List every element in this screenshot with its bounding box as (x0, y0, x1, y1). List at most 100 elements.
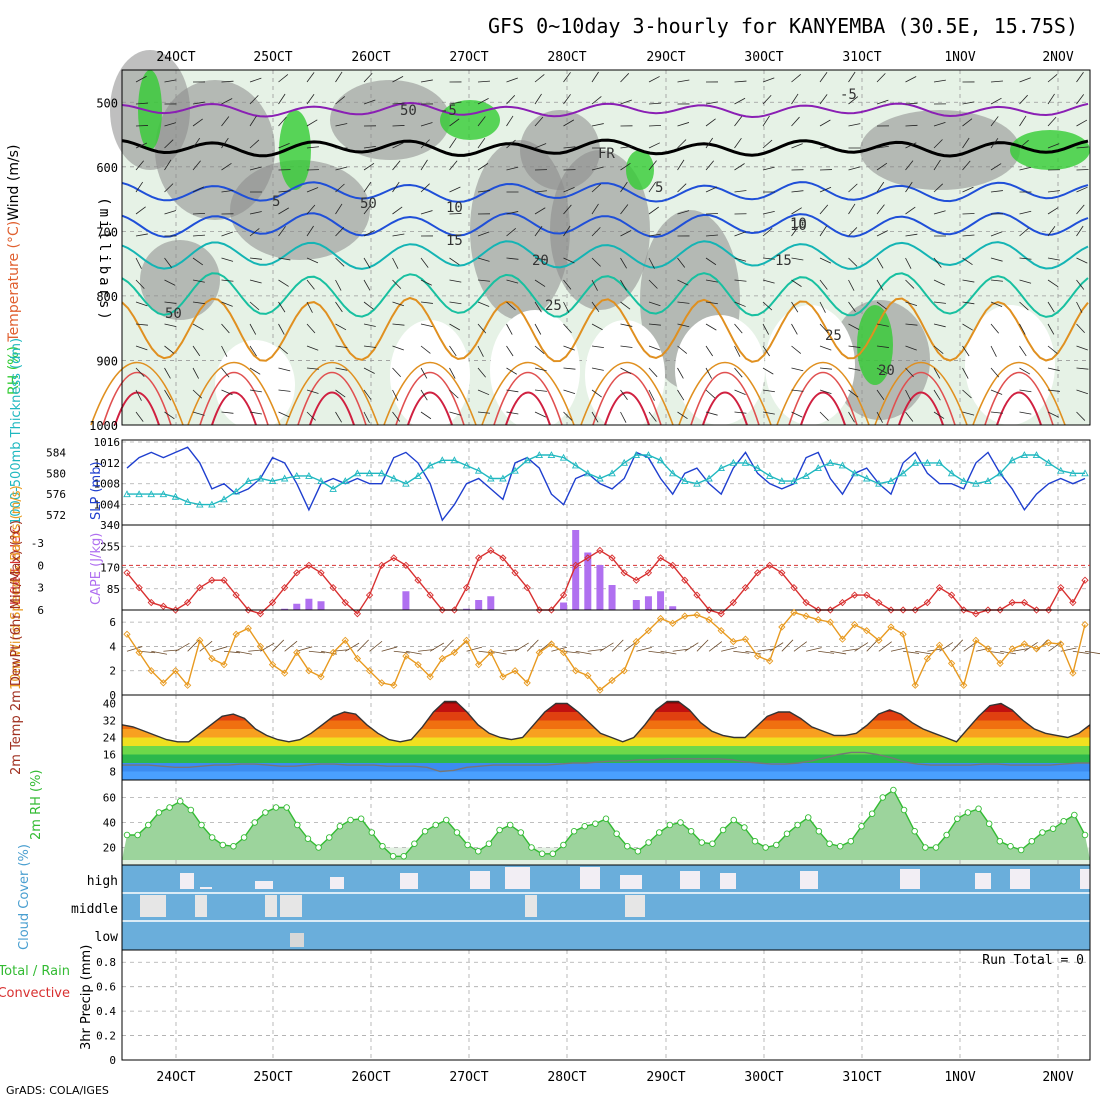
wind-barb (677, 210, 690, 215)
wind-barb (620, 181, 628, 193)
x-tick-label-bottom: 28OCT (547, 1070, 586, 1085)
wind-barb (1019, 411, 1032, 415)
wind-speed-point (511, 667, 519, 675)
wind-speed-point (414, 661, 422, 669)
wind-barb (819, 367, 832, 370)
wind-barb (1076, 367, 1089, 370)
rh2m-point (315, 844, 322, 851)
wind-barb (392, 102, 405, 105)
wind-barb (905, 257, 912, 269)
wind-barb (848, 71, 856, 83)
wind-barb (677, 301, 690, 304)
wind-speed-point (365, 667, 374, 675)
wind-barb (563, 204, 572, 215)
wind-barb (648, 345, 661, 351)
wind-barb (705, 137, 714, 149)
wind-barb (620, 345, 633, 348)
thickness-point (911, 458, 919, 466)
wind-barb (369, 640, 383, 652)
cape-bar (463, 608, 471, 610)
wind-speed-point (705, 616, 713, 624)
rh2m-point (943, 831, 950, 839)
precip-tick-label: 0 (109, 1054, 116, 1067)
wind-barb (866, 639, 879, 652)
li-tick-label: 6 (37, 604, 44, 617)
wind-barb (587, 648, 604, 652)
wind-speed-point (790, 608, 798, 617)
cloud-clear-cell (200, 887, 212, 889)
wind-barb (164, 323, 177, 327)
wind-barb (164, 367, 171, 379)
cloud-middle-cell (625, 895, 645, 917)
wind-barb (975, 647, 992, 652)
wind-barb (1076, 279, 1085, 290)
wind-barb (677, 411, 688, 419)
x-tick-label-bottom: 27OCT (449, 1070, 488, 1085)
wind-barb (791, 367, 804, 372)
wind-barb (221, 162, 232, 171)
lifted-index-point (1057, 584, 1065, 592)
wind-speed-point (341, 636, 349, 644)
rh2m-point (304, 835, 312, 843)
wind-barb (1047, 367, 1060, 372)
thickness-point (850, 469, 859, 477)
wind-barb (793, 641, 807, 652)
rh2m-point (985, 820, 993, 828)
wind-barb (611, 639, 624, 652)
thickness-point (656, 456, 665, 464)
rh2m-point (528, 844, 535, 851)
wind-barb (449, 279, 462, 283)
wind-barb (449, 257, 460, 266)
wind-barb (1047, 279, 1059, 288)
warm-contour-arc (580, 361, 674, 426)
wind-barb (135, 75, 147, 83)
rh2m-point (826, 840, 833, 848)
wind-barb (420, 279, 432, 286)
wind-barb (636, 646, 652, 652)
x-tick-label-bottom: 25OCT (253, 1070, 292, 1085)
wind-barb (1047, 323, 1055, 335)
slp-line (126, 446, 1086, 522)
wind-barb (192, 101, 205, 105)
wind-barb (420, 210, 433, 215)
thickness-point (923, 458, 932, 466)
thickness-point (838, 461, 847, 469)
wind-barb (363, 323, 376, 327)
lifted-index-point (305, 561, 313, 569)
thickness-point (438, 456, 447, 464)
wind-barb (962, 234, 975, 237)
wind-barb (734, 137, 742, 149)
lifted-index-point (875, 598, 883, 607)
cape-bar (608, 585, 616, 610)
wind-speed-point (135, 648, 143, 657)
wind-barb (705, 186, 718, 193)
temperature-contour (121, 272, 1089, 318)
wind-barb (1076, 345, 1088, 351)
thickness-point (814, 464, 822, 472)
wind-barb (526, 639, 539, 652)
wind-barb (192, 301, 205, 305)
rh-gray-patch (140, 240, 220, 320)
wind-tick-label: 2 (109, 665, 116, 678)
wind-barb (677, 159, 685, 171)
rh2m-point (964, 809, 972, 816)
wind-barb (534, 279, 546, 287)
thickness-point (305, 471, 313, 479)
wind-barb (819, 323, 829, 334)
warm-contour-arc (285, 361, 379, 426)
wind-barb (221, 367, 230, 378)
rh2m-point (145, 821, 152, 829)
wind-barb (363, 301, 374, 310)
wind-barb (449, 323, 461, 331)
wind-speed-line (126, 611, 1086, 692)
chart-title: GFS 0~10day 3-hourly for KANYEMBA (30.5E… (488, 14, 1078, 38)
lifted-index-point (329, 584, 337, 592)
thickness-point (644, 451, 653, 458)
wind-barb (135, 345, 148, 351)
lifted-index-point (1081, 576, 1089, 584)
thickness-point (790, 477, 798, 485)
wind-barb (933, 367, 941, 379)
x-tick-label-top: 27OCT (449, 50, 488, 65)
wind-barb (249, 77, 262, 83)
wind-barb (1047, 301, 1055, 313)
